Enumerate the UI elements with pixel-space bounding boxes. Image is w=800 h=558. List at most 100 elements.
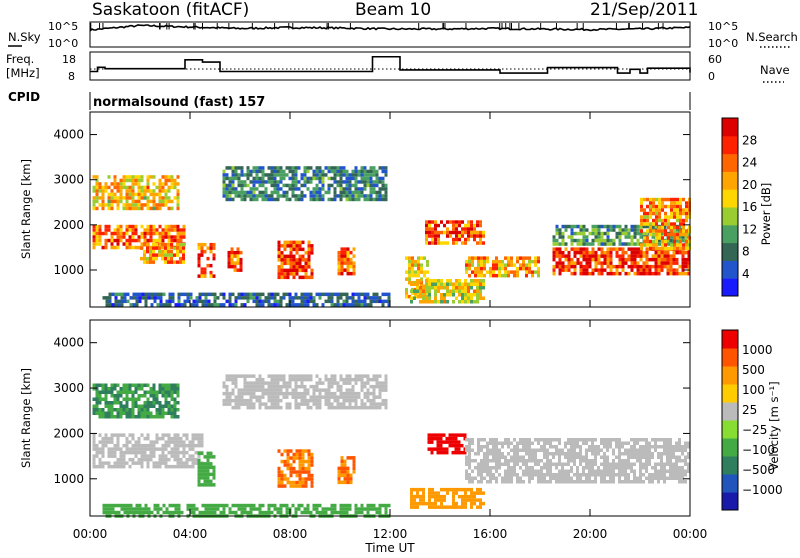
velocity-cell — [486, 473, 489, 477]
velocity-cell — [666, 448, 669, 452]
power-cell — [342, 166, 346, 170]
power-cell — [419, 300, 422, 304]
nsky-panel-frame — [89, 21, 691, 48]
velocity-cell — [318, 510, 322, 515]
power-cell — [666, 238, 670, 243]
velocity-cell — [295, 470, 299, 474]
velocity-cell — [252, 388, 256, 392]
velocity-cell — [92, 411, 96, 415]
power-cell — [468, 273, 471, 278]
power-cell — [627, 257, 631, 262]
power-cell — [292, 254, 296, 259]
velocity-cell — [273, 395, 277, 399]
power-cell — [567, 257, 571, 262]
velocity-cell — [492, 441, 495, 445]
velocity-cell — [549, 480, 552, 484]
velocity-cell — [467, 494, 470, 499]
velocity-cell — [427, 440, 431, 444]
power-cell — [119, 228, 123, 232]
power-cell — [561, 250, 565, 255]
power-cell — [270, 176, 274, 181]
velocity-cell — [258, 503, 262, 508]
power-cell — [95, 235, 99, 239]
power-cell — [642, 264, 646, 269]
power-cell — [116, 185, 120, 190]
velocity-cell — [615, 473, 618, 477]
power-cell — [279, 299, 283, 304]
power-cell — [125, 231, 129, 236]
velocity-cell — [143, 450, 147, 455]
velocity-cell — [372, 395, 376, 399]
power-cell — [345, 197, 349, 202]
power-cell — [321, 183, 325, 188]
velocity-cell — [204, 510, 208, 515]
velocity-cell — [164, 457, 168, 462]
power-cell — [197, 256, 201, 261]
velocity-cell — [419, 501, 422, 506]
power-cell — [276, 173, 280, 177]
power-cell — [649, 246, 652, 251]
velocity-cell — [276, 388, 280, 392]
velocity-cell — [173, 383, 177, 387]
power-cell — [164, 175, 168, 179]
velocity-cell — [304, 480, 308, 485]
velocity-cell — [639, 466, 642, 470]
velocity-cell — [372, 374, 376, 378]
power-cell — [255, 296, 259, 300]
velocity-cell — [681, 459, 684, 463]
velocity-cell — [110, 464, 114, 469]
power-cell — [179, 238, 183, 243]
velocity-cell — [207, 503, 211, 508]
power-cell — [681, 257, 685, 262]
power-cell — [143, 231, 147, 236]
power-cell — [279, 303, 283, 307]
power-cell — [643, 211, 646, 216]
power-cell — [261, 176, 265, 181]
power-cell — [303, 180, 307, 184]
velocity-cell — [522, 459, 525, 463]
velocity-cell — [528, 455, 531, 459]
power-cell — [470, 286, 473, 290]
velocity-cell — [110, 450, 114, 455]
velocity-cell — [669, 466, 672, 470]
power-cell — [414, 273, 417, 278]
power-cell — [295, 247, 299, 252]
velocity-cell — [307, 473, 311, 478]
velocity-cell — [378, 391, 382, 396]
velocity-cell — [95, 447, 99, 451]
velocity-cell — [606, 480, 609, 484]
velocity-cell — [146, 461, 150, 465]
power-cell — [573, 238, 577, 243]
power-cell — [213, 299, 217, 304]
velocity-cell — [119, 387, 123, 391]
power-cell — [673, 225, 676, 230]
velocity-cell — [258, 377, 262, 382]
power-cell — [642, 231, 646, 236]
power-cell — [150, 296, 154, 300]
power-cell — [612, 238, 616, 243]
power-cell — [357, 187, 361, 191]
power-cell — [573, 231, 577, 236]
power-cell — [471, 270, 474, 274]
power-cell — [591, 238, 595, 243]
velocity-cell — [612, 476, 615, 480]
power-cell — [192, 299, 196, 304]
velocity-cell — [128, 390, 132, 394]
power-cell — [315, 183, 319, 188]
velocity-cell — [342, 398, 346, 403]
velocity-cell — [348, 374, 352, 378]
velocity-cell — [189, 507, 193, 511]
velocity-cell — [648, 459, 651, 463]
power-cell — [597, 242, 601, 246]
power-cell — [333, 303, 337, 307]
power-cell — [161, 245, 165, 250]
power-cell — [183, 292, 187, 297]
power-cell — [234, 190, 238, 195]
power-cell — [675, 257, 679, 262]
velocity-cell — [495, 476, 498, 480]
velocity-cell — [573, 459, 576, 463]
velocity-cell — [454, 450, 458, 455]
velocity-cell — [636, 480, 639, 484]
power-cell — [483, 273, 486, 278]
power-cell — [167, 246, 170, 250]
